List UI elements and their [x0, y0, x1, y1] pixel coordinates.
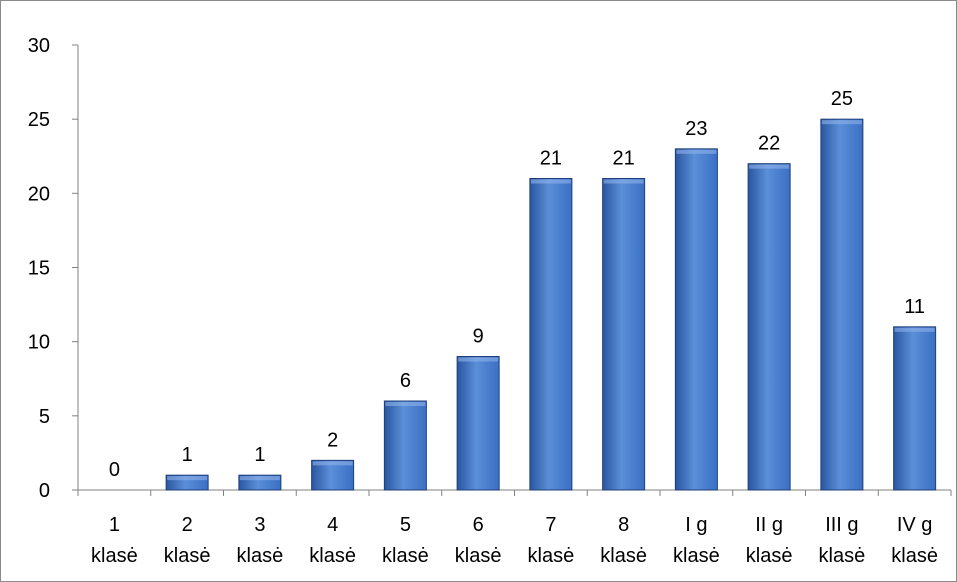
y-tick-label-10: 10	[28, 332, 50, 354]
x-tick-label-0-line1: 1	[109, 514, 120, 536]
bar-highlight-8	[676, 149, 717, 154]
y-tick-label-15: 15	[28, 258, 50, 280]
data-label-5: 9	[473, 326, 484, 348]
bar-9	[747, 163, 791, 491]
x-tick-label-5-line1: 6	[473, 514, 484, 536]
x-tick-label-2-line1: 3	[254, 514, 265, 536]
x-tick-label-3-line1: 4	[327, 514, 338, 536]
x-tick-label-5-line2: klasė	[455, 545, 502, 567]
x-tick-label-6-line1: 7	[545, 514, 556, 536]
x-tick-label-4-line2: klasė	[382, 545, 429, 567]
data-label-7: 21	[613, 148, 635, 170]
x-tick-label-0-line2: klasė	[91, 545, 138, 567]
bar-5	[456, 356, 500, 491]
data-label-1: 1	[182, 444, 193, 466]
data-label-3: 2	[327, 429, 338, 451]
bar-highlight-9	[749, 164, 790, 169]
y-tick-label-20: 20	[28, 183, 50, 205]
x-tick-label-1-line1: 2	[182, 514, 193, 536]
data-label-11: 11	[904, 296, 925, 318]
x-tick-label-6-line2: klasė	[528, 545, 575, 567]
data-label-8: 23	[685, 118, 707, 140]
bar-highlight-10	[821, 120, 862, 125]
bar-highlight-1	[167, 476, 208, 481]
bar-7	[602, 178, 646, 491]
bars	[165, 118, 937, 491]
x-tick-label-8-line1: I g	[685, 514, 707, 536]
x-tick-label-2-line2: klasė	[237, 545, 284, 567]
bar-4	[383, 400, 427, 491]
x-tick-label-9-line2: klasė	[746, 545, 793, 567]
bar-highlight-11	[894, 327, 935, 332]
data-label-4: 6	[400, 370, 411, 392]
bar-8	[674, 148, 718, 491]
y-axis: 0 5 10 15 20 25 30	[28, 35, 79, 502]
x-tick-label-10-line2: klasė	[819, 545, 866, 567]
x-tick-label-10-line1: III g	[825, 514, 858, 536]
data-label-6: 21	[540, 148, 562, 170]
data-label-2: 1	[254, 444, 265, 466]
x-tick-label-8-line2: klasė	[673, 545, 720, 567]
x-axis: 1 klasė 2 klasė 3 klasė 4 klasė 5 klasė 6 klasė 7 kla…	[77, 489, 952, 567]
x-tick-label-7-line2: klasė	[600, 545, 647, 567]
bar-6	[529, 178, 573, 491]
x-tick-label-1-line2: klasė	[164, 545, 211, 567]
data-label-10: 25	[831, 88, 853, 110]
bar-11	[893, 326, 937, 491]
bar-highlight-4	[385, 402, 426, 406]
y-tick-label-5: 5	[39, 406, 50, 428]
x-tick-label-9-line1: II g	[755, 514, 783, 536]
x-tick-label-4-line1: 5	[400, 514, 411, 536]
bar-highlight-3	[312, 461, 353, 466]
data-label-0: 0	[109, 459, 120, 481]
data-label-9: 22	[758, 133, 780, 155]
bar-highlight-7	[603, 179, 644, 184]
bar-highlight-2	[239, 476, 280, 481]
bar-highlight-5	[458, 357, 499, 362]
x-tick-label-11-line2: klasė	[891, 545, 938, 567]
y-tick-label-25: 25	[28, 109, 50, 131]
x-tick-label-11-line1: IV g	[897, 514, 933, 536]
y-tick-label-0: 0	[39, 480, 50, 502]
bar-highlight-6	[530, 179, 571, 184]
y-tick-label-30: 30	[28, 35, 50, 57]
x-tick-label-3-line2: klasė	[309, 545, 356, 567]
x-tick-label-7-line1: 8	[618, 514, 629, 536]
bar-10	[820, 118, 864, 491]
